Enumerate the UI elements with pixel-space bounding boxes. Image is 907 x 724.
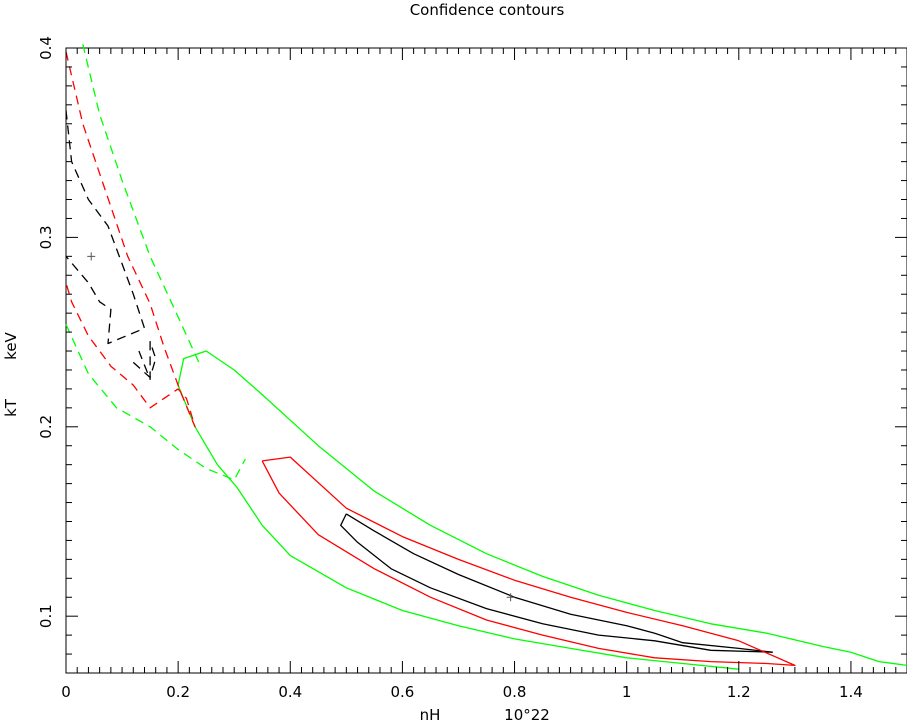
y-axis-unit: keV bbox=[2, 331, 20, 359]
x-tick-label: 1.2 bbox=[727, 683, 751, 701]
x-tick-label: 1 bbox=[622, 683, 632, 701]
contour-green-dashed-7 bbox=[82, 44, 202, 367]
contour-black-dashed-5 bbox=[132, 340, 157, 381]
x-tick-label: 0.6 bbox=[390, 683, 414, 701]
y-tick-label: 0.4 bbox=[37, 36, 55, 60]
x-tick-label: 0.4 bbox=[278, 683, 302, 701]
contour-green-solid-3 bbox=[236, 487, 739, 670]
x-axis-unit: 10°22 bbox=[504, 706, 550, 724]
tick-layer bbox=[65, 47, 907, 674]
tick-label-layer: 0 0.2 0.4 0.6 0.8 1 1.2 1.4 0.1 0.2 0.3 0.4 bbox=[37, 36, 863, 701]
x-tick-label: 0.8 bbox=[503, 683, 527, 701]
contour-green-solid-2 bbox=[177, 350, 907, 667]
y-tick-label: 0.3 bbox=[37, 225, 55, 249]
contour-green-dashed-8 bbox=[65, 324, 246, 481]
best-fit-marker-0 bbox=[87, 252, 96, 261]
y-axis-label: kT bbox=[2, 398, 20, 417]
chart-title: Confidence contours bbox=[410, 1, 565, 19]
contour-red-dashed-6 bbox=[65, 51, 196, 428]
contour-red-solid-1 bbox=[261, 456, 796, 667]
x-axis-label: nH bbox=[420, 706, 441, 724]
series-layer bbox=[65, 44, 907, 670]
best-fit-marker-1 bbox=[506, 593, 515, 602]
best-fit-marker-layer bbox=[87, 252, 515, 602]
contour-black-dashed-4 bbox=[65, 110, 146, 345]
plot-frame bbox=[65, 47, 907, 674]
y-tick-label: 0.1 bbox=[37, 604, 55, 628]
x-tick-label: 1.4 bbox=[839, 683, 863, 701]
x-tick-label: 0 bbox=[61, 683, 71, 701]
contour-black-solid-0 bbox=[340, 513, 774, 653]
y-tick-label: 0.2 bbox=[37, 415, 55, 439]
x-tick-label: 0.2 bbox=[166, 683, 190, 701]
